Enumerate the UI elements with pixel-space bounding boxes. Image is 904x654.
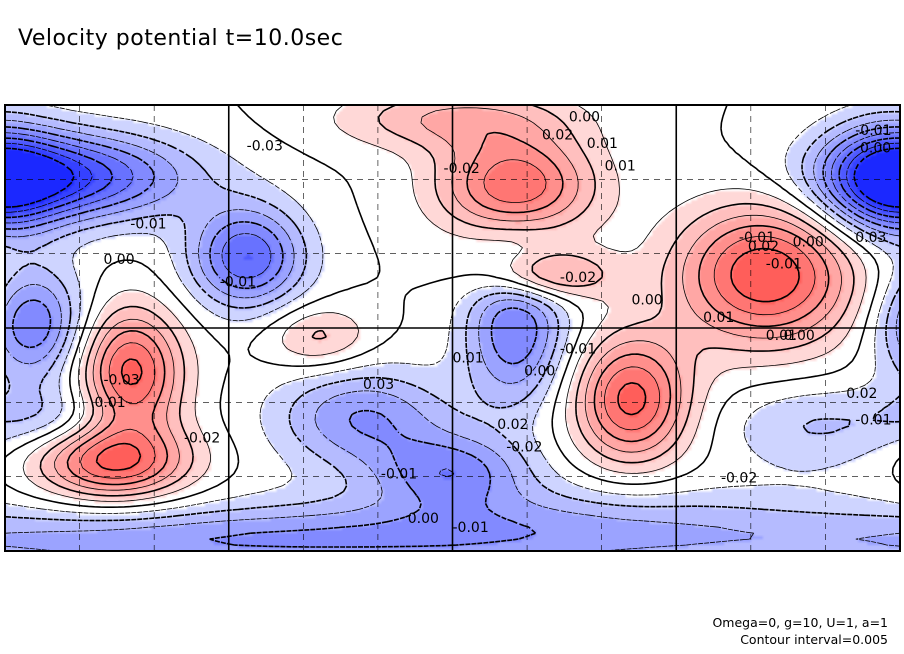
parameters-note: Omega=0, g=10, U=1, a=1 — [712, 615, 888, 630]
contour-line — [5, 137, 900, 219]
contour-label: 0.02 — [542, 127, 573, 143]
grid-lines — [5, 105, 900, 551]
contour-label: -0.01 — [766, 257, 802, 273]
contour-line — [5, 132, 900, 477]
contour-labels: 0.00-0.03-0.02-0.010.00-0.01 -0.020.000.0… — [95, 109, 892, 535]
contour-label: 0.00 — [524, 364, 555, 380]
contour-label: -0.01 — [739, 230, 775, 246]
contour-label: 0.01 — [95, 395, 126, 411]
contour-label: -0.03 — [103, 373, 139, 389]
contour-label: 0.02 — [497, 417, 528, 433]
contour-lines — [5, 105, 900, 551]
contour-line — [5, 110, 900, 522]
contour-label: 0.01 — [453, 350, 484, 366]
contour-label: 0.00 — [860, 141, 891, 157]
contour-label: 0.01 — [587, 136, 618, 152]
contour-label: 0.00 — [408, 511, 439, 527]
contour-line — [5, 119, 900, 551]
contour-label: 0.02 — [748, 239, 779, 255]
contour-label: -0.01 — [855, 413, 891, 429]
contour-label: 0.03 — [855, 230, 886, 246]
contour-label: -0.01 — [381, 466, 417, 482]
contour-interval-note: Contour interval=0.005 — [740, 632, 888, 647]
contour-label: -0.02 — [184, 431, 220, 447]
contour-line — [22, 105, 867, 502]
contour-label: 0.00 — [793, 234, 824, 250]
contour-label: 0.01 — [703, 310, 734, 326]
contour-label: 0.02 — [846, 386, 877, 402]
contour-label: -0.01 — [855, 123, 891, 139]
contour-label: -0.02 — [560, 270, 596, 286]
contour-label: -0.01 — [220, 274, 256, 290]
contour-line — [5, 147, 900, 208]
contour-label: -0.01 — [560, 341, 596, 357]
contour-label: 0.00 — [632, 292, 663, 308]
contour-label: 0.01 — [766, 328, 797, 344]
contour-label: 0.00 — [103, 252, 134, 268]
contour-label: 0.01 — [605, 159, 636, 175]
chart-title: Velocity potential t=10.0sec — [18, 26, 344, 51]
plot-frame — [4, 104, 901, 552]
contour-label: -0.03 — [247, 138, 283, 154]
contour-line — [5, 126, 900, 548]
contour-label: -0.02 — [506, 440, 542, 456]
contour-label: -0.01 — [453, 520, 489, 536]
contour-line — [39, 105, 855, 497]
contour-label: -0.02 — [444, 161, 480, 177]
contour-label: -0.01 — [130, 217, 166, 233]
contour-line — [5, 142, 900, 213]
contour-label: 0.03 — [363, 377, 394, 393]
contour-label: -0.02 — [721, 471, 757, 487]
contour-label: 0.00 — [569, 109, 600, 125]
contour-label: 0.00 — [784, 328, 815, 344]
